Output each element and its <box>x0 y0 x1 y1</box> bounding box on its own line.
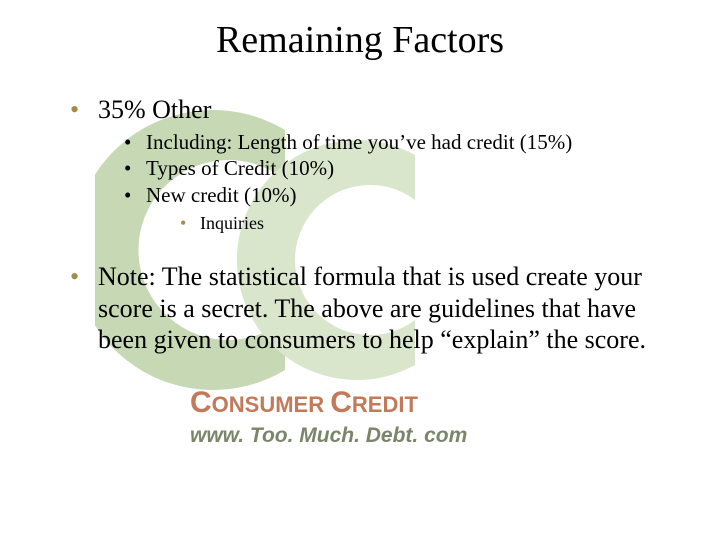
slide-title: Remaining Factors <box>60 18 660 62</box>
sub-bullet-2: Types of Credit (10%) <box>124 155 660 181</box>
subsub-bullet-1: Inquiries <box>180 212 660 235</box>
slide-content: Remaining Factors 35% Other Including: L… <box>0 0 720 540</box>
bullet-text: Note: The statistical formula that is us… <box>98 262 646 353</box>
sub-bullet-1: Including: Length of time you’ve had cre… <box>124 129 660 155</box>
bullet-list-level3: Inquiries <box>146 212 660 235</box>
bullet-text: Including: Length of time you’ve had cre… <box>146 130 572 154</box>
bullet-item-1: 35% Other Including: Length of time you’… <box>70 94 660 235</box>
bullet-list-level2: Including: Length of time you’ve had cre… <box>98 129 660 235</box>
bullet-text: Inquiries <box>200 213 264 233</box>
sub-bullet-3: New credit (10%) Inquiries <box>124 182 660 236</box>
spacer <box>60 241 660 261</box>
bullet-list-level1: 35% Other Including: Length of time you’… <box>60 94 660 235</box>
bullet-text: Types of Credit (10%) <box>146 156 334 180</box>
bullet-item-2: Note: The statistical formula that is us… <box>70 261 660 355</box>
bullet-text: New credit (10%) <box>146 183 296 207</box>
bullet-list-level1: Note: The statistical formula that is us… <box>60 261 660 355</box>
bullet-text: 35% Other <box>98 95 211 124</box>
